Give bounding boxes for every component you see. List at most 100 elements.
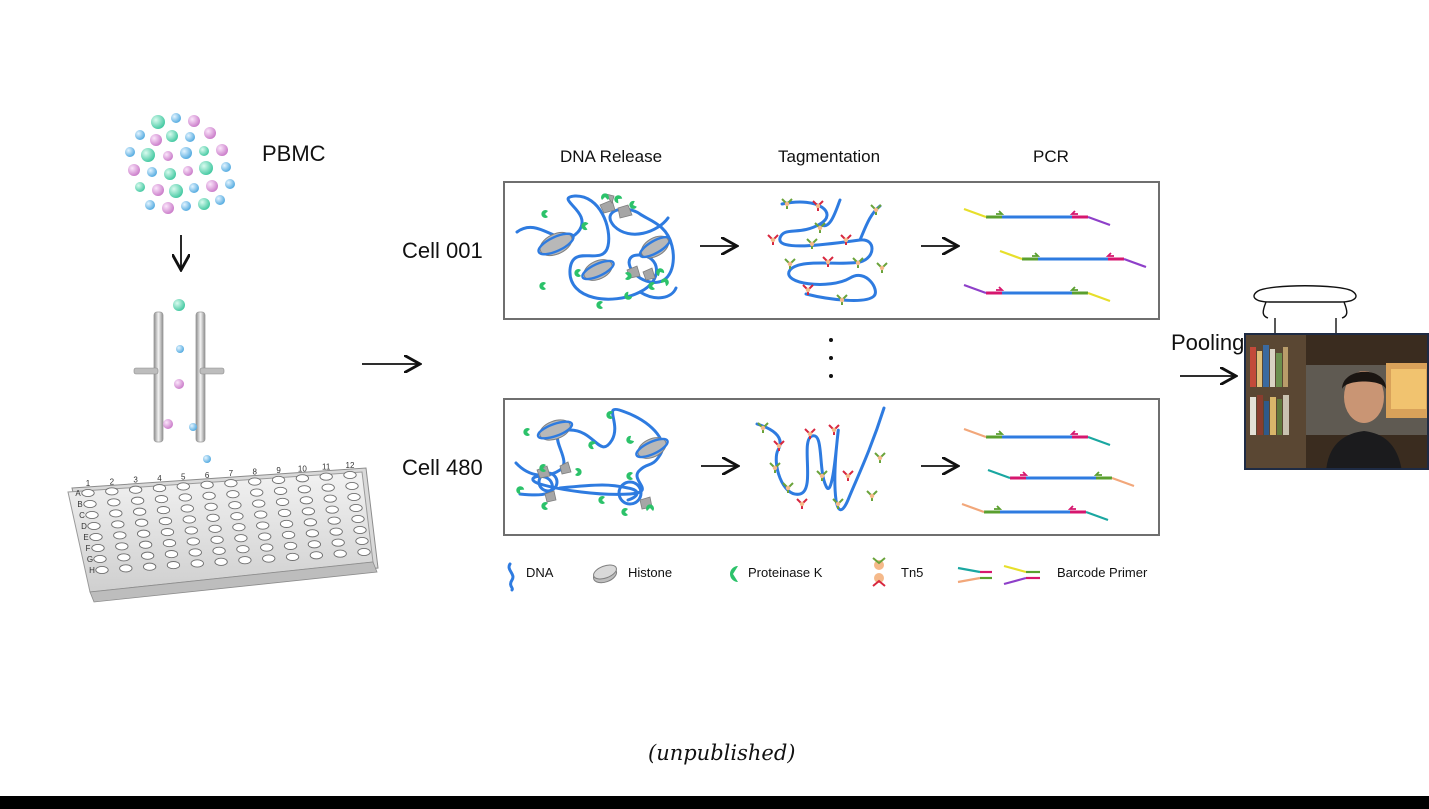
plate-well: [329, 527, 343, 536]
primer-segment: [1003, 564, 1027, 574]
plate-well: [166, 561, 181, 570]
plate-well: [117, 553, 131, 562]
pcr-cell-001: [963, 207, 1147, 303]
cell-dot: [199, 146, 209, 156]
cell-dot: [221, 162, 231, 172]
primer-arrowhead: [996, 286, 1005, 291]
column-pcr: PCR: [1033, 147, 1069, 166]
plate-well: [81, 488, 95, 498]
plate-well: [184, 526, 198, 535]
plate-well: [321, 483, 335, 492]
plate-well: [128, 485, 143, 494]
cell-dot: [204, 127, 216, 139]
tn5-core: [770, 237, 776, 243]
cell-dot: [206, 180, 218, 192]
plate-well: [140, 551, 155, 560]
plate-well: [132, 507, 147, 516]
plate-well: [156, 506, 171, 515]
proteinase-k-icon: [539, 464, 546, 472]
plate-col-label: 8: [253, 468, 258, 477]
cell-dot: [181, 201, 191, 211]
proteinase-k-icon: [575, 468, 582, 476]
plate-well: [252, 499, 266, 508]
cell-dot: [185, 132, 195, 142]
cell-dot: [171, 113, 181, 123]
plate-well: [357, 547, 371, 557]
primer-arrowhead: [1032, 252, 1041, 257]
dna-release-cell-001: [515, 193, 678, 309]
plate-row-label: B: [77, 500, 82, 509]
proteinase-k-icon: [614, 195, 623, 204]
primer-arrowhead: [996, 210, 1005, 215]
proteinase-k-icon: [660, 278, 669, 287]
tn5-core: [869, 493, 875, 499]
plate-well: [164, 550, 179, 559]
plate-well: [134, 518, 149, 527]
column-tagmentation: Tagmentation: [778, 147, 881, 166]
plate-well: [208, 524, 222, 533]
plate-well: [130, 496, 145, 505]
plate-col-label: 5: [181, 472, 186, 481]
plate-well: [178, 493, 192, 502]
tn5-core: [805, 287, 811, 293]
tn5-core: [760, 425, 766, 431]
histone-icon: [592, 564, 618, 584]
barcode-primer-icon: [957, 564, 1040, 586]
cell-dot: [125, 147, 135, 157]
plate-row-label: D: [81, 522, 87, 531]
plate-col-label: 9: [276, 466, 281, 475]
plate-well: [162, 539, 177, 548]
plate-well: [285, 552, 300, 561]
primer-tail: [987, 468, 1011, 480]
tn5-core: [839, 297, 845, 303]
primer-arrowhead: [1067, 505, 1076, 510]
primer-arrowhead: [1105, 252, 1114, 257]
plate-col-label: 1: [86, 479, 91, 488]
tn5-core: [879, 265, 885, 271]
primer-tail: [999, 249, 1023, 261]
proteinase-k-icon: [624, 291, 633, 300]
cell-dot: [145, 200, 155, 210]
cell-dot: [225, 179, 235, 189]
tn5-core: [784, 201, 790, 207]
cell-dot: [198, 198, 210, 210]
tn5-core: [807, 431, 813, 437]
plate-well: [158, 517, 173, 526]
plate-well: [113, 531, 127, 540]
plate-well: [277, 508, 292, 517]
plate-well: [271, 475, 286, 484]
proteinase-k-icon: [516, 486, 525, 495]
plate-well: [319, 472, 333, 481]
plate-well: [323, 494, 337, 503]
plate-well: [107, 498, 121, 507]
cell-480-panel: [503, 398, 1160, 536]
plate-well: [295, 474, 310, 483]
cell-dot: [162, 202, 174, 214]
plate-well: [228, 501, 242, 510]
plate-well: [355, 536, 369, 546]
cell-dot: [188, 115, 200, 127]
plate-well: [119, 564, 133, 573]
plate-well: [254, 510, 268, 519]
plate-well: [238, 556, 252, 565]
tn5-core: [825, 259, 831, 265]
plate-row-label: H: [89, 566, 95, 575]
legend-histone: Histone: [628, 565, 673, 580]
plate-well: [301, 507, 316, 516]
plate-well: [204, 502, 218, 511]
legend-tn5: Tn5: [901, 565, 924, 580]
plate-well: [260, 543, 274, 552]
tube-cap-icon: [1253, 285, 1357, 334]
plate-well: [250, 488, 264, 497]
plate-well: [115, 542, 129, 551]
plate-row-label: G: [87, 555, 93, 564]
primer-tail: [961, 502, 985, 514]
plate-well: [299, 496, 314, 505]
tn5-core: [809, 241, 815, 247]
plate-well: [142, 562, 157, 571]
pcr-cell-480: [961, 427, 1135, 522]
plate-row-label: E: [83, 533, 88, 542]
proteinase-k-icon: [523, 428, 530, 436]
